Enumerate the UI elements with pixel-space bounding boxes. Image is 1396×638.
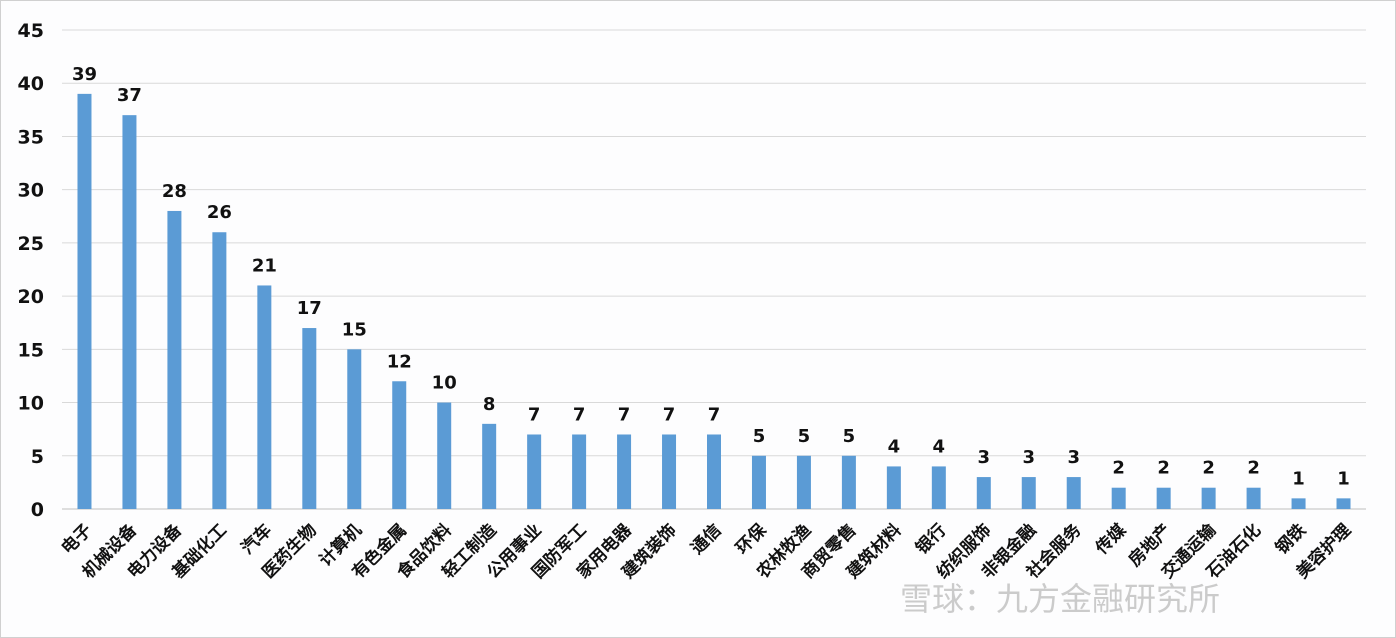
data-label: 7 bbox=[708, 404, 721, 425]
y-tick-label: 15 bbox=[18, 339, 44, 361]
bar bbox=[617, 434, 632, 509]
data-label: 2 bbox=[1202, 458, 1215, 479]
x-tick-label: 通信 bbox=[687, 520, 726, 559]
bar bbox=[392, 381, 407, 509]
x-tick-label: 钢铁 bbox=[1271, 520, 1310, 559]
x-tick-label: 环保 bbox=[732, 519, 772, 559]
bar bbox=[1246, 487, 1261, 509]
bar bbox=[437, 402, 452, 509]
data-label: 2 bbox=[1157, 458, 1170, 479]
data-label: 10 bbox=[432, 373, 457, 394]
bar bbox=[122, 115, 137, 510]
watermark: 雪球：九方金融研究所 bbox=[900, 580, 1220, 618]
data-label: 7 bbox=[573, 404, 586, 425]
data-label: 2 bbox=[1112, 458, 1125, 479]
data-label: 1 bbox=[1337, 468, 1350, 489]
bar bbox=[662, 434, 677, 509]
bar bbox=[1291, 498, 1306, 509]
bar bbox=[1111, 487, 1126, 509]
data-label: 26 bbox=[207, 202, 232, 223]
data-label: 4 bbox=[933, 436, 946, 457]
bar bbox=[1201, 487, 1216, 509]
data-label: 5 bbox=[753, 426, 766, 447]
data-label: 21 bbox=[252, 255, 277, 276]
x-tick-label: 传媒 bbox=[1091, 519, 1131, 559]
y-tick-label: 5 bbox=[31, 446, 44, 468]
data-label: 7 bbox=[663, 404, 676, 425]
data-label: 7 bbox=[618, 404, 631, 425]
data-label: 37 bbox=[117, 85, 142, 106]
bar bbox=[1066, 477, 1081, 509]
bar bbox=[302, 328, 317, 509]
bar bbox=[212, 232, 227, 509]
bar bbox=[841, 455, 856, 509]
bar bbox=[796, 455, 811, 509]
data-label: 3 bbox=[1022, 447, 1035, 468]
y-tick-label: 30 bbox=[18, 180, 44, 202]
data-label: 3 bbox=[978, 447, 991, 468]
data-label: 3 bbox=[1067, 447, 1080, 468]
x-tick-label: 银行 bbox=[911, 520, 950, 559]
bar bbox=[1336, 498, 1351, 509]
data-label: 15 bbox=[342, 319, 367, 340]
bar bbox=[347, 349, 362, 509]
bar bbox=[572, 434, 587, 509]
x-tick-label: 汽车 bbox=[237, 520, 276, 559]
y-tick-label: 20 bbox=[18, 286, 44, 308]
y-tick-label: 40 bbox=[18, 73, 44, 95]
y-tick-label: 10 bbox=[18, 393, 44, 415]
data-label: 17 bbox=[297, 298, 322, 319]
bar bbox=[527, 434, 542, 509]
data-label: 8 bbox=[483, 394, 496, 415]
bar bbox=[77, 93, 92, 509]
bar bbox=[886, 466, 901, 509]
gridlines bbox=[62, 29, 1366, 510]
bar bbox=[167, 210, 182, 509]
y-tick-label: 35 bbox=[18, 126, 44, 148]
data-label: 5 bbox=[843, 426, 856, 447]
bar bbox=[1156, 487, 1171, 509]
data-label: 12 bbox=[387, 351, 412, 372]
bar bbox=[707, 434, 721, 509]
y-tick-label: 0 bbox=[31, 499, 44, 521]
bar bbox=[482, 423, 497, 509]
y-tick-label: 25 bbox=[18, 233, 44, 255]
bar bbox=[1021, 477, 1036, 509]
bar bbox=[751, 455, 766, 509]
x-tick-label: 电子 bbox=[57, 520, 96, 559]
data-label: 7 bbox=[528, 404, 541, 425]
data-label: 1 bbox=[1292, 468, 1305, 489]
bar bbox=[976, 477, 991, 509]
data-label: 2 bbox=[1247, 458, 1260, 479]
data-label: 5 bbox=[798, 426, 811, 447]
y-axis: 0 5 10 15 20 25 30 35 40 45 bbox=[18, 20, 44, 521]
data-label: 39 bbox=[72, 64, 97, 85]
data-label: 28 bbox=[162, 181, 187, 202]
bar bbox=[257, 285, 272, 509]
y-tick-label: 45 bbox=[18, 20, 44, 42]
bar bbox=[931, 466, 946, 509]
data-label: 4 bbox=[888, 436, 901, 457]
